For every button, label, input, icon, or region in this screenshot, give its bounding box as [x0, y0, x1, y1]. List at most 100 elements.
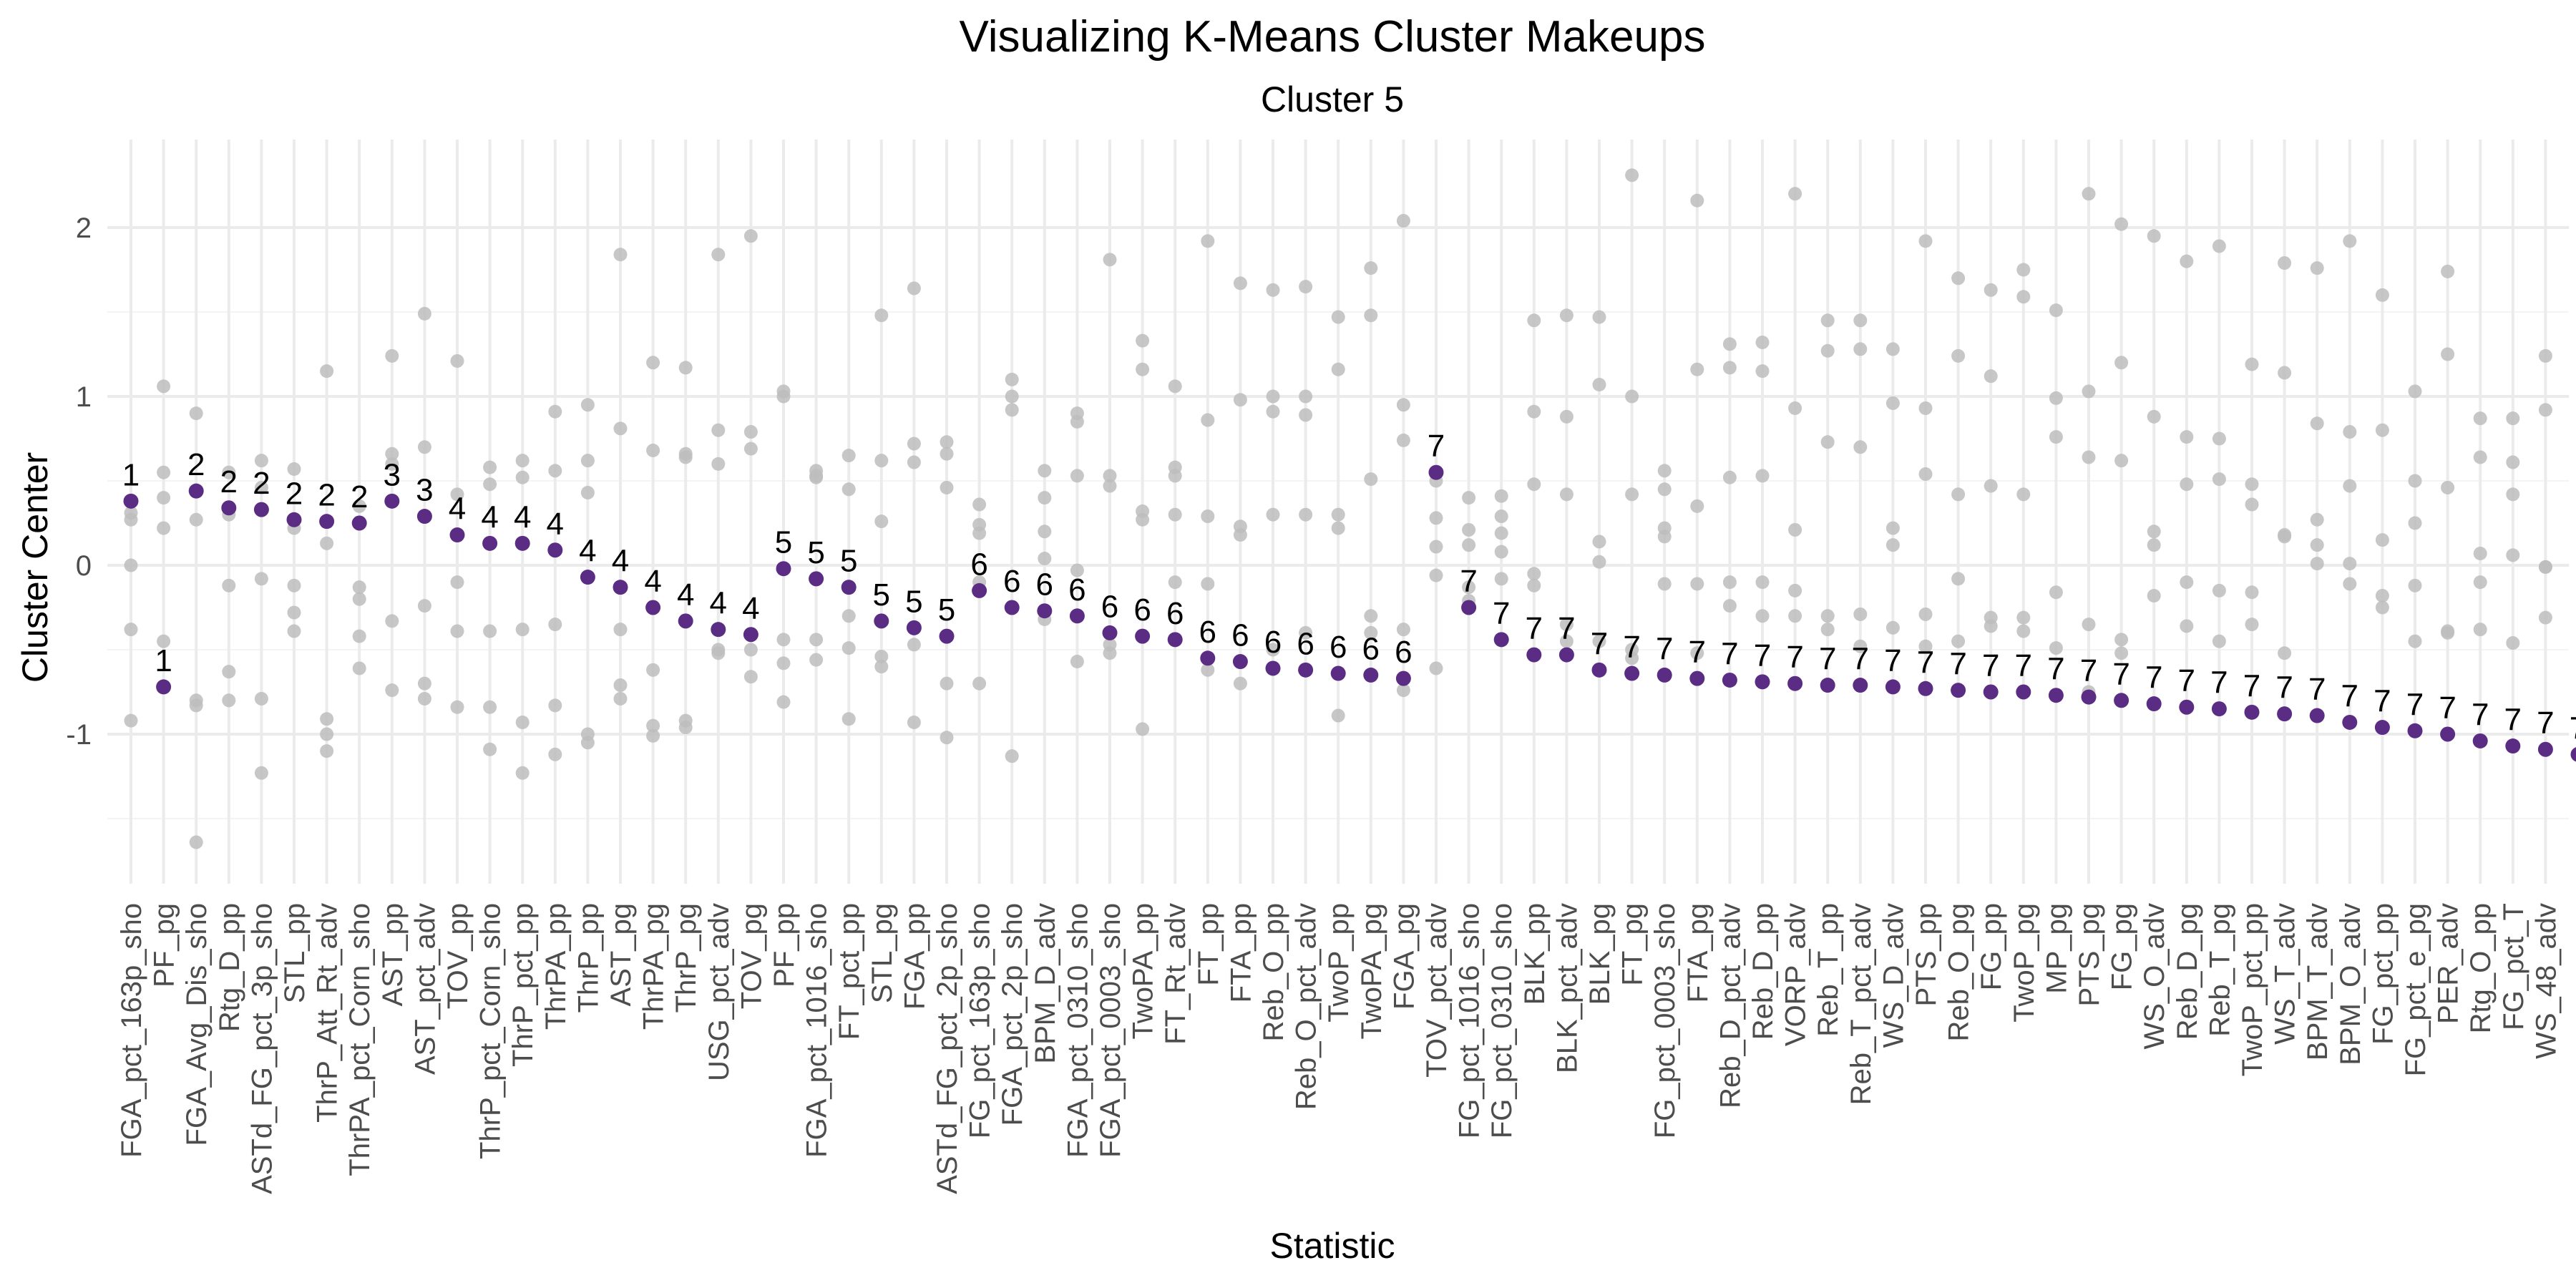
- other-cluster-point: [483, 700, 497, 714]
- other-cluster-point: [711, 646, 726, 660]
- other-cluster-point: [2245, 618, 2259, 632]
- other-cluster-point: [2375, 588, 2389, 602]
- cluster-5-point: [1265, 660, 1281, 676]
- other-cluster-point: [1820, 623, 1835, 637]
- cluster-5-point: [1853, 678, 1868, 693]
- other-cluster-point: [1136, 722, 1150, 736]
- other-cluster-point: [1233, 393, 1247, 407]
- other-cluster-point: [483, 624, 497, 638]
- cluster-number-label: 6: [970, 547, 987, 582]
- other-cluster-point: [1722, 361, 1737, 375]
- x-tick-label: BPM_T_adv: [2302, 903, 2333, 1060]
- cluster-5-point: [1657, 667, 1672, 683]
- cluster-5-point: [286, 512, 302, 527]
- other-cluster-point: [1690, 362, 1704, 376]
- other-cluster-point: [1690, 577, 1704, 591]
- x-tick-label: Reb_O_pg: [1943, 903, 1975, 1041]
- other-cluster-point: [972, 497, 987, 512]
- other-cluster-point: [2082, 618, 2096, 632]
- x-tick-label: VORP_adv: [1780, 903, 1812, 1046]
- chart-subtitle: Cluster 5: [1261, 79, 1404, 119]
- cluster-5-point: [1330, 665, 1346, 681]
- other-cluster-point: [907, 281, 921, 296]
- cluster-number-label: 7: [2308, 672, 2326, 707]
- cluster-5-point: [2407, 723, 2423, 738]
- other-cluster-point: [2180, 619, 2194, 633]
- other-cluster-point: [1266, 507, 1280, 522]
- cluster-number-label: 4: [547, 507, 564, 542]
- other-cluster-point: [2408, 634, 2422, 648]
- other-cluster-point: [1657, 577, 1672, 591]
- x-tick-label: BLK_pp: [1519, 903, 1551, 1005]
- other-cluster-point: [678, 721, 693, 735]
- x-tick-label: FGA_Avg_Dis_sho: [181, 903, 213, 1146]
- cluster-number-label: 5: [873, 577, 890, 613]
- x-tick-label: PF_pg: [149, 903, 180, 987]
- other-cluster-point: [1168, 379, 1182, 394]
- cluster-5-point: [2570, 747, 2576, 762]
- cluster-number-label: 5: [840, 544, 857, 579]
- cluster-5-point: [645, 600, 661, 615]
- cluster-number-label: 1: [122, 457, 140, 492]
- other-cluster-point: [1168, 507, 1182, 522]
- other-cluster-point: [2082, 384, 2096, 399]
- cluster-5-point: [1037, 603, 1053, 619]
- cluster-5-point: [1461, 600, 1477, 615]
- other-cluster-point: [613, 691, 628, 706]
- other-cluster-point: [548, 747, 562, 761]
- x-tick-label: BPM_D_adv: [1030, 903, 1061, 1064]
- cluster-number-label: 7: [1460, 564, 1477, 599]
- x-tick-label: FGA_pct_0003_sho: [1095, 903, 1126, 1158]
- cluster-5-point: [1624, 665, 1640, 681]
- cluster-number-label: 7: [1591, 626, 1608, 661]
- y-axis-ticks: -1 0 1 2: [66, 213, 92, 751]
- cluster-number-label: 4: [612, 544, 629, 579]
- other-cluster-point: [2212, 431, 2226, 446]
- other-cluster-point: [1788, 583, 1802, 597]
- cluster-5-point: [1689, 670, 1705, 686]
- x-tick-label: FGA_pct_163p_sho: [116, 903, 147, 1158]
- cluster-number-label: 6: [1395, 635, 1412, 670]
- cluster-5-point: [1298, 662, 1314, 678]
- other-cluster-point: [907, 455, 921, 469]
- x-tick-label: FG_pp: [1976, 903, 2007, 990]
- cluster-number-label: 6: [1330, 630, 1347, 665]
- cluster-number-label: 4: [742, 591, 759, 626]
- cluster-number-label: 7: [1949, 647, 1966, 682]
- other-cluster-point: [417, 599, 431, 613]
- other-cluster-point: [809, 633, 824, 647]
- cluster-5-point: [2277, 706, 2293, 722]
- other-cluster-point: [450, 700, 464, 714]
- other-cluster-point: [1788, 187, 1802, 201]
- other-cluster-point: [646, 718, 660, 733]
- other-cluster-point: [1299, 408, 1313, 422]
- other-cluster-point: [320, 744, 334, 758]
- other-cluster-point: [2441, 264, 2455, 278]
- other-cluster-point: [2147, 525, 2161, 539]
- other-cluster-point: [287, 462, 301, 476]
- x-tick-label: Reb_O_pp: [1258, 903, 1289, 1041]
- other-cluster-point: [2114, 646, 2129, 660]
- other-cluster-point: [1690, 646, 1704, 660]
- x-tick-label: ThrPA_pg: [638, 903, 670, 1030]
- cluster-5-point: [1232, 654, 1248, 670]
- cluster-5-point: [2146, 696, 2162, 712]
- other-cluster-point: [1559, 487, 1574, 502]
- other-cluster-point: [1070, 655, 1084, 669]
- other-cluster-point: [548, 404, 562, 419]
- other-cluster-point: [157, 521, 171, 535]
- other-cluster-point: [1527, 404, 1541, 419]
- other-cluster-point: [1625, 487, 1639, 502]
- cluster-number-label: 7: [1656, 631, 1673, 666]
- x-tick-label: FGA_pp: [899, 903, 930, 1010]
- other-cluster-point: [2310, 261, 2324, 275]
- other-cluster-point: [580, 486, 595, 500]
- cluster-5-point: [776, 561, 791, 577]
- other-cluster-point: [1885, 342, 1900, 356]
- cluster-5-point: [809, 571, 824, 587]
- x-tick-label: Reb_D_pp: [1747, 903, 1779, 1040]
- cluster-5-point: [2472, 733, 2488, 748]
- other-cluster-point: [254, 766, 268, 780]
- other-cluster-point: [515, 623, 530, 637]
